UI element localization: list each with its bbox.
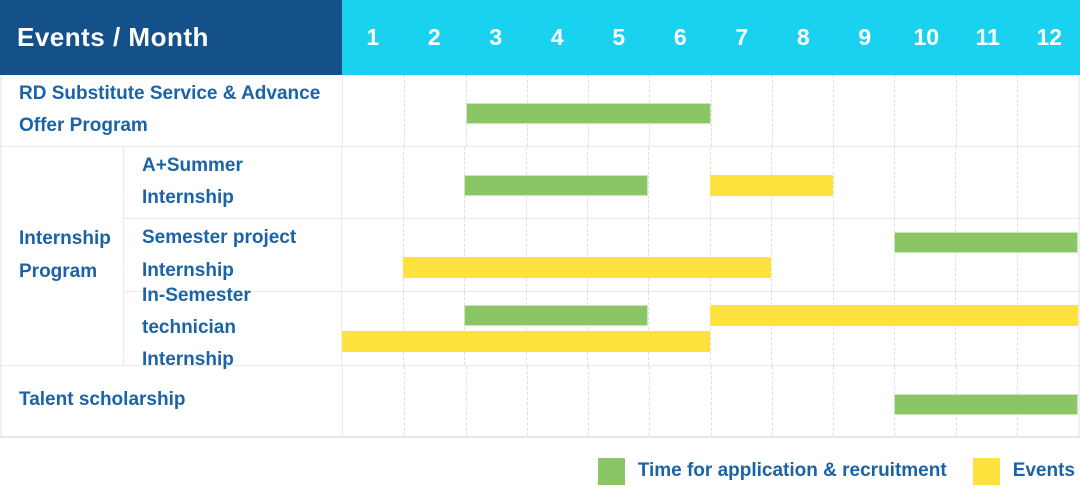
event-bar	[709, 175, 833, 197]
month-gridline	[955, 219, 957, 291]
table-header-row: Events / Month 1 2 3 4 5 6 7 8 9 10 11 12	[0, 0, 1080, 75]
month-gridline	[465, 365, 467, 436]
month-gridline	[525, 291, 527, 365]
month-gridline	[404, 365, 406, 436]
month-gridline	[832, 146, 834, 218]
month-gridline	[832, 291, 834, 365]
month-gridline	[771, 365, 773, 436]
table-row: RD Substitute Service & Advance Offer Pr…	[2, 75, 1078, 147]
row-label-in-semester-technician: In-Semester technician Internship	[142, 284, 251, 371]
month-header-cell: 4	[550, 24, 564, 50]
legend-item-events: Events	[972, 457, 1075, 485]
month-gridline	[710, 75, 712, 146]
recruitment-bar	[464, 304, 649, 326]
month-header-cell: 5	[612, 24, 626, 50]
table-row: Semester project Internship	[124, 219, 1078, 292]
month-gridline	[464, 291, 466, 365]
month-gridline	[587, 291, 588, 365]
month-gridline	[771, 219, 773, 291]
legend-label-events: Events	[1012, 460, 1075, 481]
month-header-cell: 1	[366, 24, 380, 50]
month-header-cell: 2	[427, 24, 441, 50]
month-gridline	[893, 146, 895, 218]
recruitment-bar	[894, 393, 1078, 415]
month-gridline	[955, 75, 957, 146]
month-header-cell: 3	[489, 24, 503, 50]
gantt-lane-in-semester-technician	[340, 291, 1078, 365]
row-label-a-plus-summer: A+Summer Internship	[142, 154, 243, 209]
month-gridline	[649, 365, 651, 436]
legend-label-recruitment: Time for application & recruitment	[637, 460, 947, 481]
month-gridline	[894, 75, 896, 146]
event-bar	[402, 256, 772, 278]
month-gridline	[648, 291, 650, 365]
month-gridline	[464, 219, 466, 291]
month-gridline	[893, 291, 895, 365]
table-body: RD Substitute Service & Advance Offer Pr…	[0, 75, 1080, 438]
month-header-cell: 12	[1036, 24, 1063, 50]
month-header-cell: 7	[735, 24, 749, 50]
month-gridline	[771, 75, 773, 146]
month-gridline	[1016, 291, 1018, 365]
group-label-internship-program: Internship Program	[2, 146, 124, 365]
month-header-strip: 1 2 3 4 5 6 7 8 9 10 11 12	[342, 0, 1080, 75]
schedule-table: Events / Month 1 2 3 4 5 6 7 8 9 10 11 12 RD Substi…	[0, 0, 1080, 438]
month-gridline	[404, 75, 406, 146]
month-gridline	[833, 75, 834, 146]
month-gridline	[648, 146, 650, 218]
month-gridline	[587, 219, 588, 291]
row-label-rd-substitute: RD Substitute Service & Advance Offer Pr…	[19, 82, 321, 137]
internship-program-group: Internship Program A+Summer Internship S…	[2, 146, 1079, 371]
month-gridline	[588, 365, 589, 436]
month-gridline	[832, 219, 834, 291]
month-header-cell: 11	[975, 24, 1000, 50]
month-gridline	[1016, 219, 1018, 291]
month-gridline	[526, 365, 528, 436]
table-row: A+Summer Internship	[124, 146, 1079, 219]
row-label-talent-scholarship: Talent scholarship	[19, 389, 186, 411]
month-header-cell: 6	[673, 24, 687, 50]
event-color-swatch	[972, 457, 1000, 485]
internship-sub-rows: A+Summer Internship Semester project Int…	[124, 146, 1079, 371]
recruitment-color-swatch	[597, 457, 625, 485]
month-gridline	[1016, 146, 1018, 218]
recruitment-bar	[465, 103, 711, 125]
month-gridline	[710, 365, 712, 436]
month-gridline	[771, 291, 773, 365]
recruitment-bar	[893, 232, 1078, 253]
month-gridline	[648, 219, 650, 291]
legend: Time for application & recruitment Event…	[597, 457, 1075, 485]
month-header-cell: 8	[796, 24, 810, 50]
table-row: In-Semester technician Internship	[124, 284, 1078, 371]
row-label-semester-project: Semester project Internship	[142, 227, 297, 281]
gantt-lane-semester-project	[340, 219, 1078, 291]
table-row: Talent scholarship	[2, 365, 1078, 436]
month-gridline	[955, 291, 957, 365]
month-gridline	[402, 219, 404, 291]
month-header-cell: 10	[913, 24, 940, 50]
event-bar	[341, 330, 710, 352]
month-gridline	[525, 219, 527, 291]
month-gridline	[402, 146, 404, 218]
month-gridline	[955, 146, 957, 218]
event-bar	[709, 304, 1078, 326]
events-month-header-cell: Events / Month	[0, 0, 342, 75]
month-gridline	[833, 365, 834, 436]
month-gridline	[709, 219, 711, 291]
month-header-cell: 9	[858, 24, 872, 50]
gantt-lane-a-plus-summer	[340, 146, 1079, 218]
month-gridline	[709, 291, 711, 365]
gantt-lane-talent-scholarship	[342, 365, 1078, 436]
recruitment-bar	[464, 175, 649, 197]
legend-item-recruitment: Time for application & recruitment	[597, 457, 947, 485]
gantt-lane-rd-substitute	[342, 75, 1078, 146]
month-gridline	[1016, 75, 1018, 146]
month-gridline	[402, 291, 404, 365]
table-title: Events / Month	[17, 22, 209, 52]
month-gridline	[893, 219, 895, 291]
